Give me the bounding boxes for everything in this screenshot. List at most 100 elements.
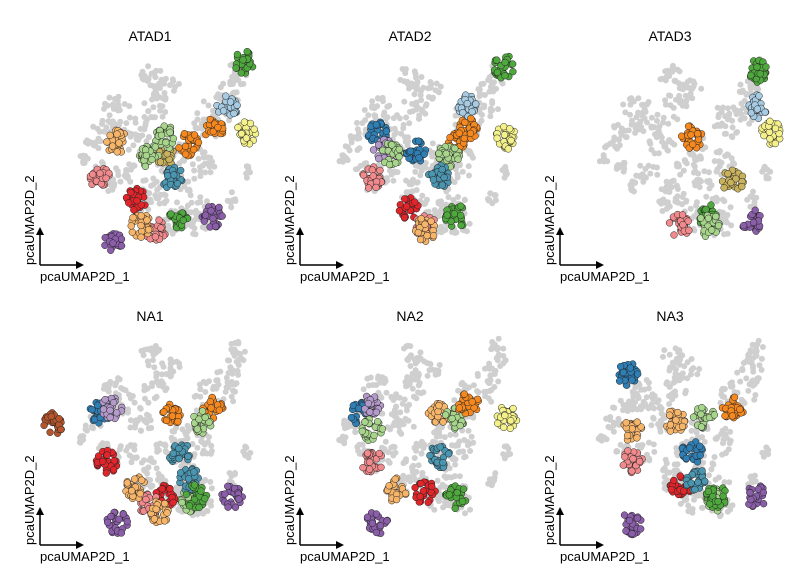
cell-point: [666, 421, 675, 429]
background-cell: [691, 496, 697, 503]
background-cell: [622, 109, 629, 116]
background-cell: [610, 404, 616, 411]
background-cell: [196, 381, 203, 388]
background-cell: [676, 92, 683, 99]
background-cell: [728, 222, 735, 229]
cell-point: [382, 127, 391, 135]
background-cell: [365, 112, 372, 119]
background-cell: [667, 92, 674, 99]
cell-point: [240, 118, 249, 126]
background-cell: [411, 68, 418, 75]
cell-point: [218, 212, 226, 220]
background-cell: [478, 117, 485, 124]
background-cell: [188, 209, 195, 216]
cell-point: [138, 476, 146, 484]
cell-point: [417, 215, 425, 223]
background-cell: [224, 197, 231, 204]
background-cell: [144, 77, 151, 84]
cell-point: [94, 401, 102, 409]
background-cell: [151, 90, 157, 97]
cell-point: [363, 449, 372, 457]
highlight-group-light_orange: [620, 407, 689, 444]
background-cell: [621, 165, 628, 172]
background-cell: [123, 120, 130, 127]
background-cell: [715, 122, 722, 129]
background-cell: [613, 165, 620, 172]
cell-point: [472, 100, 480, 108]
background-cell: [648, 401, 655, 408]
cell-point: [137, 212, 145, 220]
cell-point: [103, 451, 111, 459]
background-cell: [211, 163, 218, 170]
background-cell: [646, 457, 653, 464]
background-cell: [161, 80, 168, 87]
cell-point: [201, 413, 209, 422]
cell-point: [372, 528, 381, 537]
background-cell: [465, 427, 472, 434]
background-cell: [139, 68, 146, 75]
background-cell: [703, 193, 710, 200]
background-cell: [442, 498, 449, 505]
background-cell: [402, 134, 408, 141]
cell-point: [181, 142, 190, 151]
background-cell: [399, 474, 406, 481]
background-cell: [617, 441, 624, 448]
cell-point: [622, 419, 630, 427]
cell-point: [493, 56, 501, 64]
background-cell: [664, 379, 671, 386]
background-cell: [122, 387, 129, 394]
background-cell: [139, 75, 146, 82]
highlight-group-pink: [359, 448, 385, 476]
cell-point: [500, 423, 508, 432]
cell-point: [459, 485, 468, 493]
cell-point: [368, 519, 377, 527]
background-cell: [413, 395, 420, 402]
background-cell: [151, 364, 158, 371]
background-cell: [500, 451, 507, 458]
background-cell: [729, 134, 736, 141]
cell-point: [363, 513, 372, 521]
highlight-group-orange: [718, 393, 747, 422]
cell-point: [509, 60, 517, 68]
background-cell: [193, 407, 200, 414]
cell-point: [55, 415, 63, 423]
background-cell: [161, 191, 167, 198]
cell-point: [443, 211, 451, 219]
cell-point: [756, 70, 764, 78]
background-cell: [391, 419, 398, 426]
cell-point: [234, 123, 242, 132]
background-cell: [117, 178, 124, 185]
background-cell: [138, 347, 145, 354]
background-cell: [451, 397, 458, 404]
cell-point: [670, 231, 678, 239]
background-cell: [429, 140, 436, 147]
background-cell: [698, 85, 705, 92]
background-cell: [240, 448, 247, 455]
background-cell: [708, 466, 715, 473]
cell-point: [730, 393, 739, 401]
background-cell: [499, 167, 506, 174]
cell-point: [762, 63, 770, 71]
background-cell: [739, 365, 746, 372]
background-cell: [127, 133, 134, 140]
cell-point: [130, 206, 138, 214]
cell-point: [141, 162, 150, 171]
background-cell: [392, 411, 399, 418]
highlight-group-green: [441, 52, 517, 230]
cell-point: [113, 409, 121, 417]
background-cell: [412, 168, 419, 175]
background-cell: [233, 74, 240, 81]
highlight-group-purple: [363, 509, 391, 537]
cell-point: [438, 181, 446, 189]
background-cell: [713, 435, 720, 442]
background-cell: [113, 380, 119, 387]
cell-point: [435, 401, 443, 410]
x-axis-label: pcaUMAP2D_1: [40, 269, 130, 284]
background-cell: [125, 146, 132, 153]
background-cell: [666, 401, 673, 407]
cell-point: [142, 495, 150, 504]
background-cell: [437, 83, 444, 90]
background-cell: [413, 99, 420, 106]
background-cell: [750, 355, 757, 361]
highlight-group-light_green: [697, 211, 723, 240]
